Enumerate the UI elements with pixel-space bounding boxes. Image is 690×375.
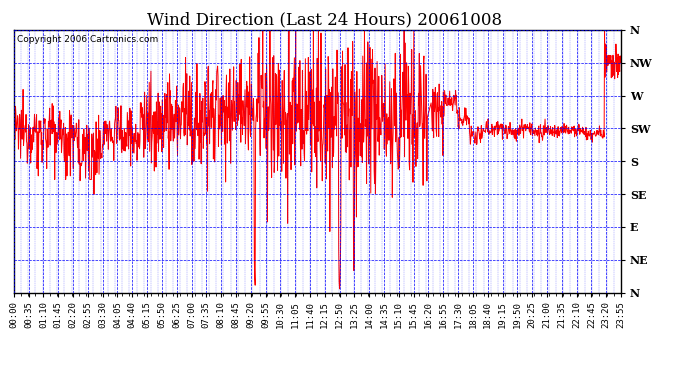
Text: Wind Direction (Last 24 Hours) 20061008: Wind Direction (Last 24 Hours) 20061008: [147, 11, 502, 28]
Text: Copyright 2006 Cartronics.com: Copyright 2006 Cartronics.com: [17, 35, 158, 44]
